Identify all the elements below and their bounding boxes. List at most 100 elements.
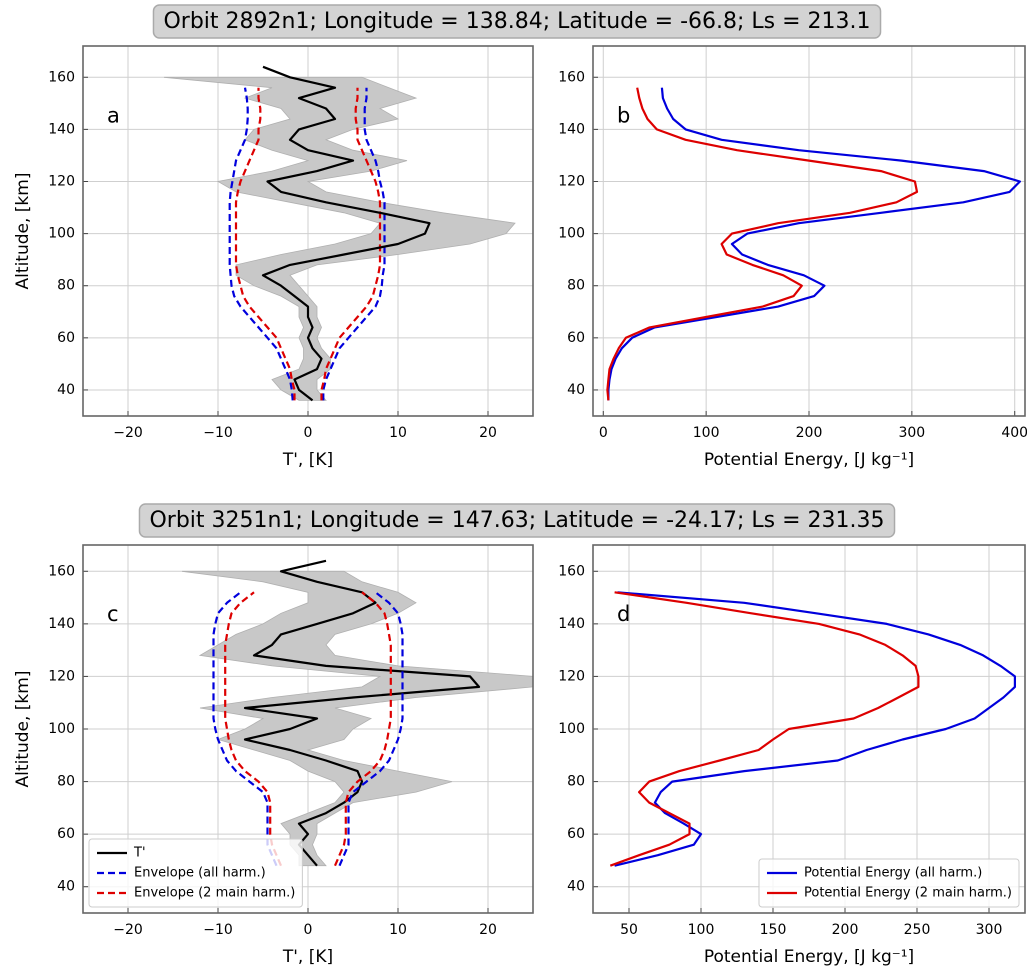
legend-label: Potential Energy (all harm.) <box>804 866 982 881</box>
panel: 0 100 200 300 400 40 60 80 100 120 140 160 b Potentia… <box>558 45 1027 470</box>
y-tick-label: 60 <box>57 330 75 346</box>
legend: T' Envelope (all harm.) Envelope (2 main h… <box>88 838 303 908</box>
series-line-lower <box>212 591 278 867</box>
y-tick-label: 140 <box>48 616 75 632</box>
x-axis-label: Potential Energy, [J kg⁻¹] <box>704 947 914 967</box>
frame <box>82 45 534 417</box>
panel-letter: b <box>617 103 630 127</box>
y-tick-label: 80 <box>567 278 585 294</box>
y-tick-label: 160 <box>48 563 75 579</box>
x-tick-label: 50 <box>620 922 638 938</box>
panel-letter: a <box>107 103 120 127</box>
chart-title: Orbit 3251n1; Longitude = 147.63; Latitu… <box>149 508 884 533</box>
series-line-lower <box>228 87 294 401</box>
y-tick-label: 160 <box>48 69 75 85</box>
series-line <box>243 559 481 867</box>
legend-box <box>88 838 303 908</box>
series-line-lower <box>234 87 296 401</box>
y-tick-label: 100 <box>48 721 75 737</box>
y-tick-label: 140 <box>558 616 585 632</box>
series-line <box>609 591 920 867</box>
series-line <box>333 591 392 867</box>
legend-label: Potential Energy (2 main harm.) <box>804 886 1012 901</box>
series-line <box>320 87 382 401</box>
x-tick-label: 20 <box>479 425 497 441</box>
y-tick-label: 60 <box>567 826 585 842</box>
legend-label: Envelope (2 main harm.) <box>134 886 295 901</box>
y-tick-label: 60 <box>567 330 585 346</box>
y-tick-label: 120 <box>558 668 585 684</box>
y-tick-label: 120 <box>48 668 75 684</box>
y-axis-label: Altitude, [km] <box>13 671 33 788</box>
x-tick-label: 0 <box>599 425 608 441</box>
x-tick-label: 0 <box>304 425 313 441</box>
x-tick-label: −10 <box>203 425 233 441</box>
spread-band <box>181 570 533 867</box>
x-tick-label: 250 <box>904 922 931 938</box>
x-tick-label: 300 <box>976 922 1003 938</box>
title-box <box>138 503 896 538</box>
x-tick-label: −10 <box>203 922 233 938</box>
x-tick-label: 0 <box>304 922 313 938</box>
y-tick-label: 40 <box>57 879 75 895</box>
spread-band <box>163 76 516 401</box>
y-tick-label: 60 <box>57 826 75 842</box>
y-tick-label: 40 <box>567 382 585 398</box>
legend-label: Envelope (all harm.) <box>134 866 266 881</box>
x-tick-label: 300 <box>898 425 925 441</box>
x-axis-label: Potential Energy, [J kg⁻¹] <box>704 450 914 470</box>
y-tick-label: 160 <box>558 563 585 579</box>
series-line <box>607 87 1021 401</box>
y-tick-label: 80 <box>57 774 75 790</box>
plot <box>163 65 516 402</box>
y-tick-label: 100 <box>558 226 585 242</box>
panel: −20 −10 0 10 20 40 60 80 100 120 140 160 a T', [K] Alt… <box>13 4 882 470</box>
x-tick-label: −20 <box>113 922 143 938</box>
series-line-lower <box>224 591 283 867</box>
x-tick-label: 10 <box>389 922 407 938</box>
y-tick-label: 100 <box>558 721 585 737</box>
y-tick-label: 40 <box>57 382 75 398</box>
panel: −20 −10 0 10 20 40 60 80 100 120 140 160 c T', [K] Alt… <box>13 503 896 967</box>
frame <box>592 45 1026 417</box>
y-tick-label: 120 <box>558 173 585 189</box>
series-line <box>338 591 404 867</box>
plot <box>181 559 533 867</box>
plot <box>606 87 1021 401</box>
x-tick-label: 20 <box>479 922 497 938</box>
x-tick-label: 10 <box>389 425 407 441</box>
x-tick-label: 100 <box>693 425 720 441</box>
x-tick-label: 150 <box>760 922 787 938</box>
frame <box>82 544 534 914</box>
legend: Potential Energy (all harm.) Potential En… <box>758 858 1020 908</box>
y-axis-label: Altitude, [km] <box>13 173 33 290</box>
chart-title: Orbit 2892n1; Longitude = 138.84; Latitu… <box>163 9 870 34</box>
y-tick-label: 160 <box>558 69 585 85</box>
x-tick-label: 100 <box>688 922 715 938</box>
plot <box>609 591 1016 867</box>
panel-letter: d <box>617 602 630 626</box>
panel-letter: c <box>107 602 119 626</box>
frame <box>592 544 1026 914</box>
y-tick-label: 80 <box>567 774 585 790</box>
series-line <box>322 87 386 401</box>
x-tick-label: 200 <box>832 922 859 938</box>
x-axis-label: T', [K] <box>282 947 333 967</box>
x-tick-label: 200 <box>796 425 823 441</box>
y-tick-label: 140 <box>558 121 585 137</box>
legend-box <box>758 858 1020 908</box>
y-tick-label: 120 <box>48 173 75 189</box>
legend-label: T' <box>133 846 146 861</box>
y-tick-label: 40 <box>567 879 585 895</box>
x-tick-label: −20 <box>113 425 143 441</box>
series-line <box>614 591 1016 867</box>
x-tick-label: 400 <box>1001 425 1027 441</box>
title-box <box>152 4 882 39</box>
y-tick-label: 140 <box>48 121 75 137</box>
series-line <box>261 65 431 402</box>
x-axis-label: T', [K] <box>282 450 333 470</box>
y-tick-label: 80 <box>57 278 75 294</box>
y-tick-label: 100 <box>48 226 75 242</box>
series-line <box>606 87 919 401</box>
